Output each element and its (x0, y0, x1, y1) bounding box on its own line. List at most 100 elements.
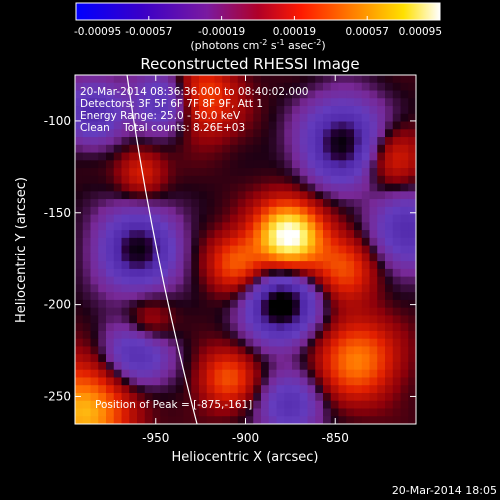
heatmap-cell (408, 183, 417, 192)
heatmap-cell (408, 315, 417, 324)
heatmap-cell (315, 160, 324, 169)
heatmap-cell (82, 237, 91, 247)
heatmap-cell (144, 245, 153, 254)
heatmap-cell (408, 330, 417, 340)
heatmap-cell (191, 276, 200, 285)
heatmap-cell (276, 121, 285, 130)
heatmap-cell (338, 75, 347, 84)
heatmap-cell (261, 253, 270, 262)
heatmap-cell (292, 416, 301, 425)
heatmap-cell (245, 113, 254, 122)
heatmap-cell (361, 106, 370, 115)
heatmap-cell (230, 75, 239, 84)
heatmap-cell (253, 338, 262, 347)
heatmap-cell (338, 385, 347, 394)
heatmap-cell (230, 90, 239, 99)
heatmap-cell (191, 129, 200, 138)
heatmap-cell (284, 98, 293, 107)
heatmap-cell (82, 82, 91, 91)
heatmap-cell (106, 299, 115, 309)
heatmap-cell (152, 346, 161, 355)
heatmap-cell (160, 299, 169, 309)
heatmap-cell (137, 245, 146, 254)
heatmap-cell (144, 299, 153, 309)
heatmap-cell (129, 323, 138, 332)
heatmap-cell (392, 361, 401, 371)
heatmap-cell (408, 276, 417, 285)
heatmap-cell (284, 121, 293, 130)
heatmap-cell (299, 106, 308, 115)
heatmap-cell (75, 268, 84, 278)
heatmap-cell (75, 408, 84, 417)
heatmap-cell (82, 377, 91, 386)
heatmap-cell (137, 191, 146, 200)
heatmap-cell (354, 408, 363, 417)
heatmap-cell (90, 392, 99, 402)
heatmap-cell (284, 284, 293, 293)
heatmap-cell (82, 129, 91, 138)
heatmap-cell (385, 361, 394, 371)
heatmap-cell (299, 191, 308, 200)
heatmap-cell (175, 330, 184, 340)
heatmap-cell (369, 152, 378, 161)
heatmap-cell (245, 323, 254, 332)
heatmap-cell (90, 377, 99, 386)
heatmap-cell (361, 237, 370, 247)
heatmap-cell (346, 160, 355, 169)
heatmap-cell (392, 253, 401, 262)
heatmap-cell (323, 245, 332, 254)
heatmap-cell (230, 230, 239, 239)
heatmap-cell (168, 299, 177, 309)
heatmap-cell (369, 369, 378, 378)
solar-limb-line (126, 74, 198, 425)
heatmap-cell (284, 416, 293, 425)
heatmap-cell (152, 385, 161, 394)
heatmap-cell (206, 222, 215, 231)
peak-position-label: Position of Peak = [-875,-161] (95, 399, 252, 411)
heatmap-cell (82, 261, 91, 270)
heatmap-cell (183, 299, 192, 309)
heatmap-cell (137, 199, 146, 208)
heatmap-cell (361, 90, 370, 99)
heatmap-cell (268, 292, 277, 301)
heatmap-cell (82, 361, 91, 371)
heatmap-cell (237, 106, 246, 115)
heatmap-cell (276, 385, 285, 394)
heatmap-cell (106, 222, 115, 231)
heatmap-cell (377, 121, 386, 130)
heatmap-cell (222, 385, 231, 394)
heatmap-cell (268, 253, 277, 262)
heatmap-cell (330, 214, 339, 223)
heatmap-cell (284, 346, 293, 355)
heatmap-cell (315, 338, 324, 347)
heatmap-cell (113, 354, 122, 363)
heatmap-cell (284, 253, 293, 262)
heatmap-cell (261, 323, 270, 332)
heatmap-cell (206, 152, 215, 161)
heatmap-cell (400, 268, 409, 278)
heatmap-cell (330, 168, 339, 177)
heatmap-cell (230, 82, 239, 91)
heatmap-cell (284, 315, 293, 324)
heatmap-cell (261, 168, 270, 177)
heatmap-cell (214, 299, 223, 309)
heatmap-cell (98, 214, 107, 223)
heatmap-cell (113, 183, 122, 192)
heatmap-cell (400, 90, 409, 99)
heatmap-cell (369, 416, 378, 425)
heatmap-cell (385, 90, 394, 99)
heatmap-cell (315, 261, 324, 270)
heatmap-cell (168, 408, 177, 417)
heatmap-cell (323, 307, 332, 316)
heatmap-cell (98, 75, 107, 84)
heatmap-cell (90, 400, 99, 409)
heatmap-cell (90, 214, 99, 223)
heatmap-cell (307, 361, 316, 371)
heatmap-cell (338, 152, 347, 161)
heatmap-cell (214, 121, 223, 130)
heatmap-cell (346, 361, 355, 371)
heatmap-cell (160, 330, 169, 340)
heatmap-cell (292, 144, 301, 153)
heatmap-cell (90, 152, 99, 161)
heatmap-cell (361, 276, 370, 285)
